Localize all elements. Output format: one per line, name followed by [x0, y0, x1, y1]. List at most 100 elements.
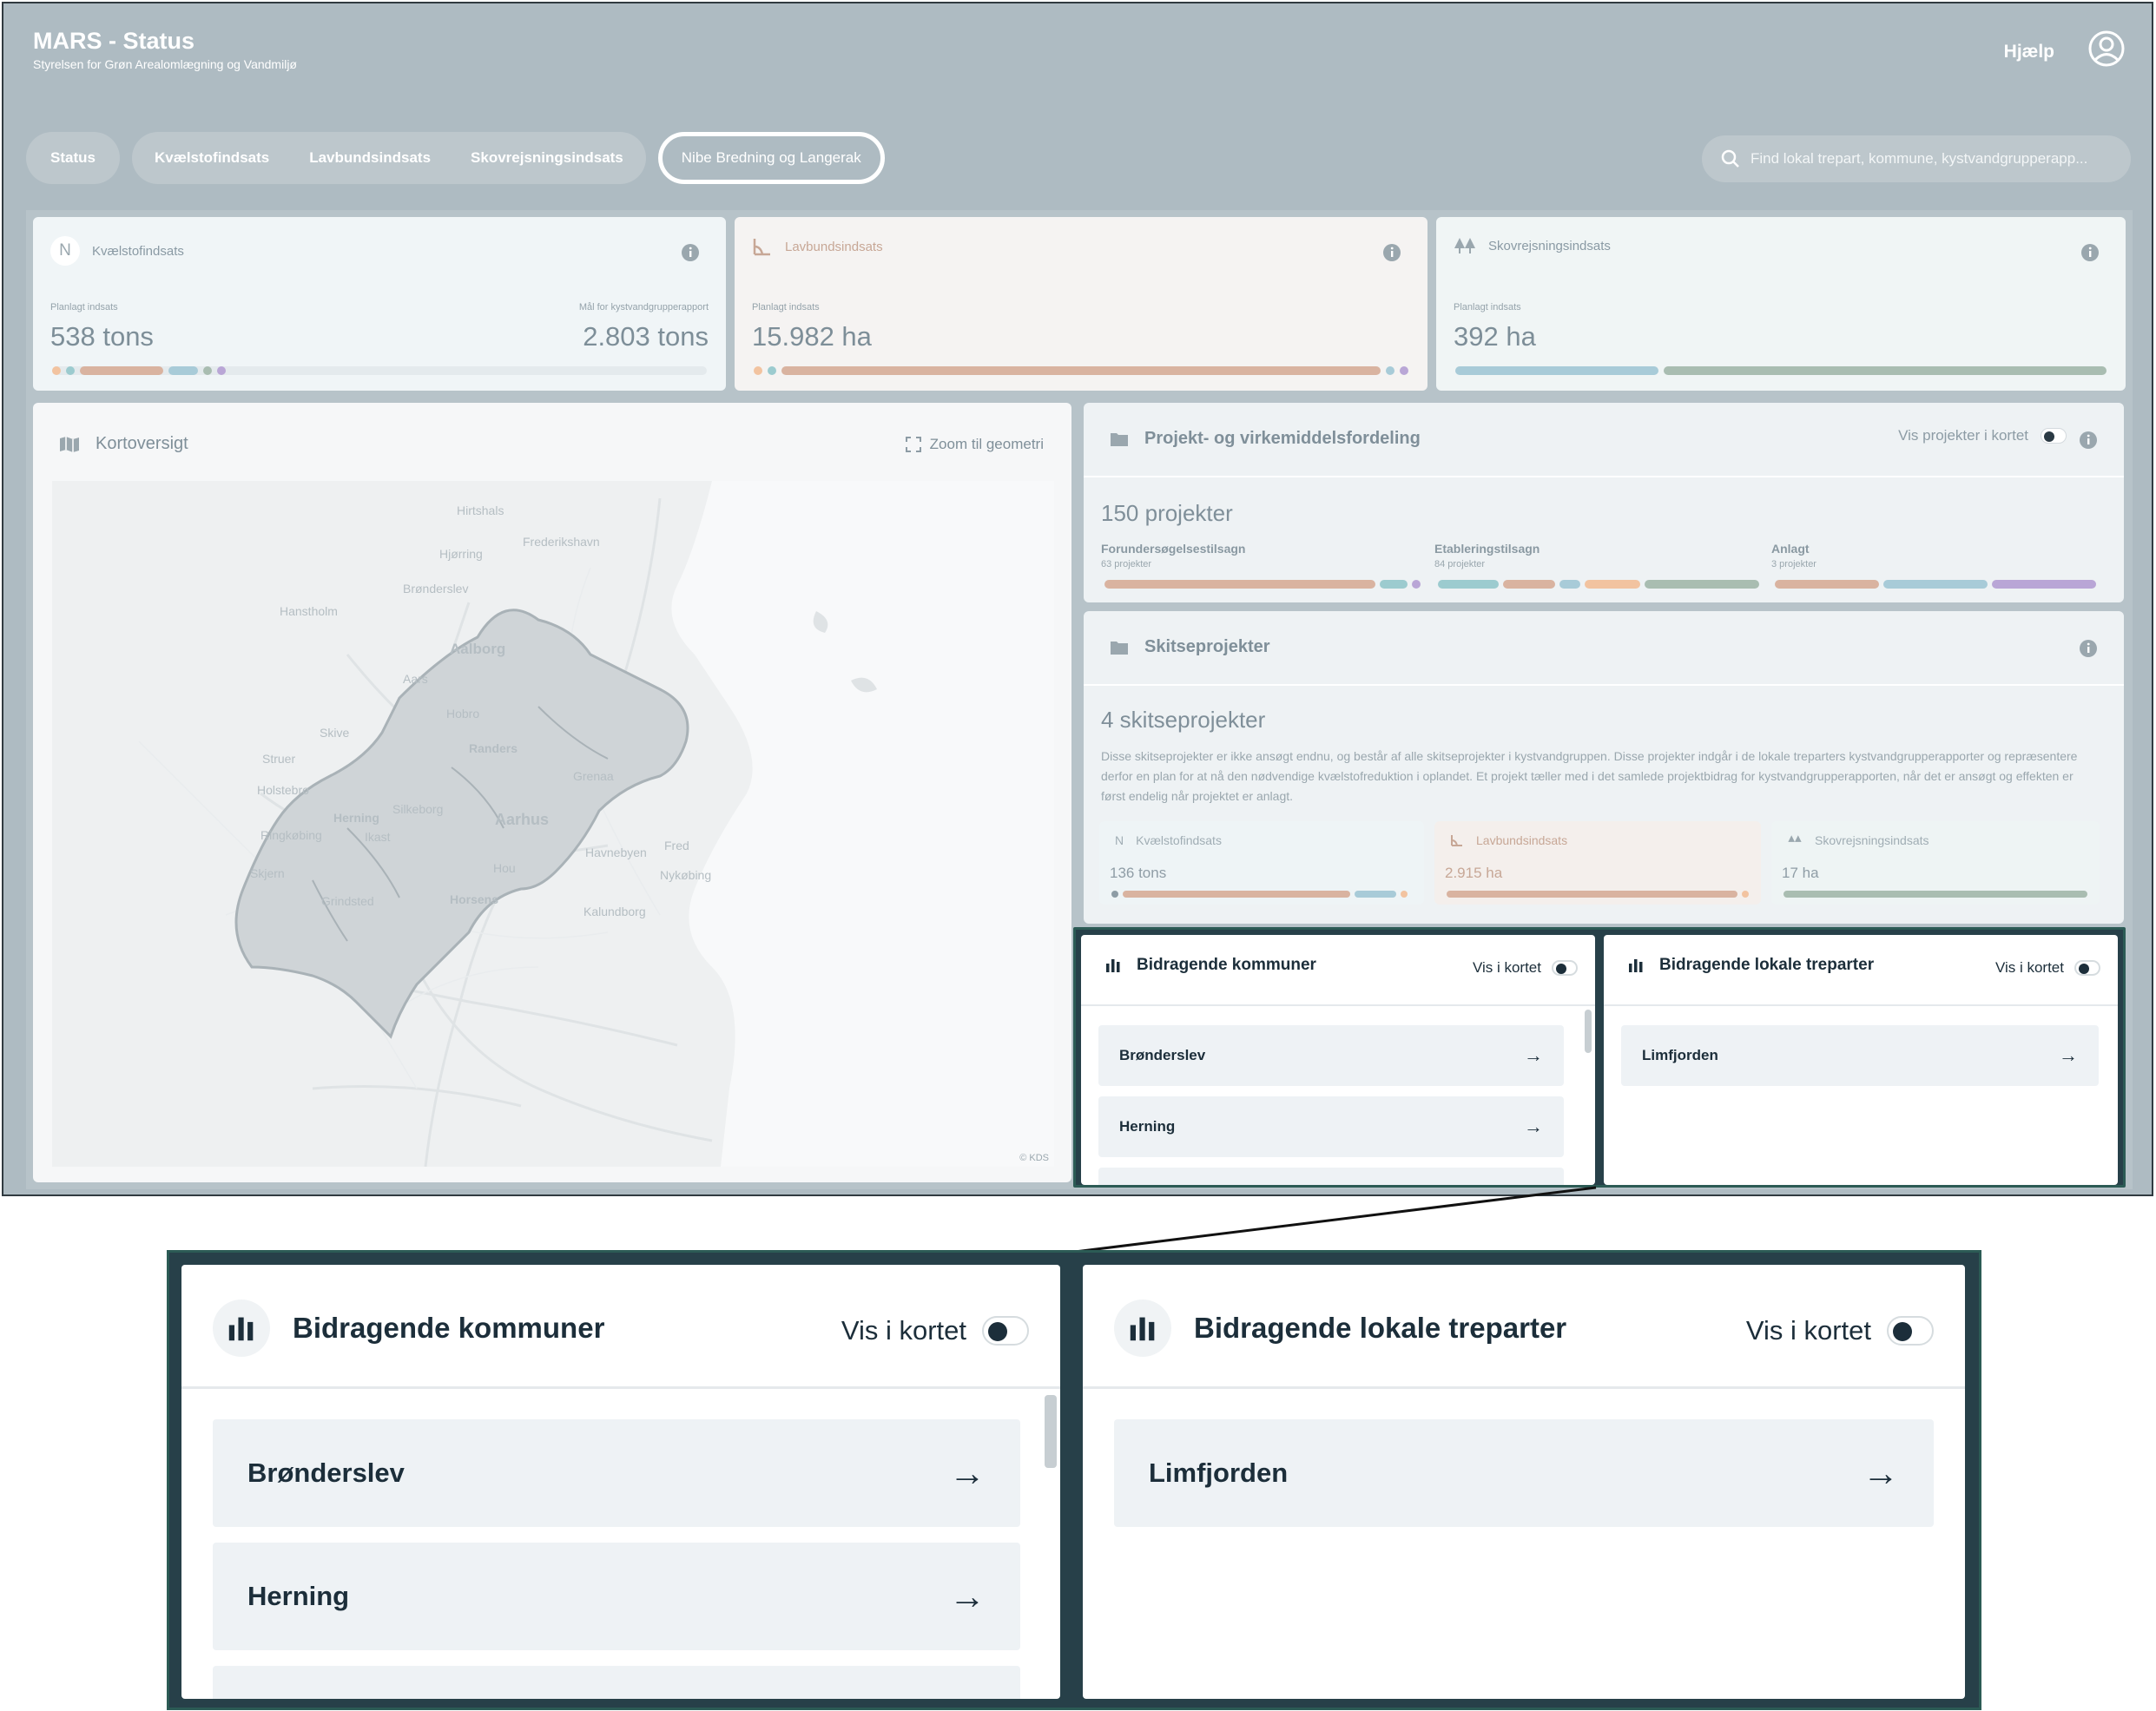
- toggle-switch[interactable]: [1552, 960, 1578, 976]
- map-label: Hirtshals: [457, 503, 504, 517]
- map-roads: [138, 481, 1054, 1167]
- help-link[interactable]: Hjælp: [2003, 42, 2054, 62]
- mini-value: 2.915 ha: [1445, 865, 1503, 881]
- status-bar: [1438, 580, 1759, 589]
- folder-icon: [1111, 641, 1128, 655]
- toggle-switch[interactable]: [2074, 960, 2100, 976]
- folder-icon: [1111, 432, 1128, 446]
- user-circle-icon[interactable]: [2087, 30, 2126, 68]
- list-item-label: Herning: [1119, 1118, 1176, 1135]
- info-icon[interactable]: [2080, 243, 2100, 262]
- mini-bar: [1447, 891, 1749, 898]
- bar-segment: [80, 366, 163, 375]
- map-label: Skive: [320, 726, 350, 740]
- mini-title: Skovrejsningsindsats: [1815, 833, 1929, 847]
- bar-chart-icon: [1629, 959, 1643, 972]
- bar-dot: [1412, 580, 1421, 589]
- column-sub: 3 projekter: [1771, 559, 1816, 569]
- tab-kvaelstof[interactable]: Kvælstofindsats: [154, 149, 270, 166]
- bar-dot: [754, 366, 762, 375]
- arrow-right-icon: →: [2059, 1044, 2078, 1066]
- panel-header: Bidragende lokale treparter: [1114, 1300, 1566, 1357]
- contributing-treparter-panel: Bidragende lokale treparter Vis i kortet…: [1604, 935, 2118, 1185]
- tab-label: Status: [50, 149, 96, 166]
- search-input[interactable]: [1751, 150, 2115, 168]
- mini-header: N Kvælstofindsats: [1115, 833, 1222, 847]
- panel-title: Bidragende lokale treparter: [1659, 956, 1875, 974]
- list-item-label: Brønderslev: [247, 1458, 405, 1488]
- search-icon: [1721, 149, 1739, 168]
- progress-bar: [754, 366, 1408, 375]
- card-title: Skovrejsningsindsats: [1488, 238, 1611, 253]
- map-header: Kortoversigt: [59, 434, 188, 454]
- bar-segment: [1783, 891, 2087, 898]
- sketch-projects-card: Skitseprojekter 4 skitseprojekter Disse …: [1084, 611, 2124, 924]
- map-label: Silkeborg: [392, 802, 444, 816]
- mini-title: Kvælstofindsats: [1136, 833, 1222, 847]
- toggle-switch[interactable]: [2041, 428, 2067, 444]
- tab-nibe-bredning[interactable]: Nibe Bredning og Langerak: [657, 132, 885, 184]
- panel-header: Bidragende lokale treparter: [1628, 956, 1874, 975]
- highlight-box: Bidragende kommuner Vis i kortet Brønder…: [1073, 927, 2126, 1188]
- bar-dot: [1400, 366, 1408, 375]
- tab-skovrejsning[interactable]: Skovrejsningsindsats: [471, 149, 623, 166]
- info-icon[interactable]: [681, 243, 700, 262]
- list-item[interactable]: Limfjorden →: [1621, 1025, 2099, 1086]
- scrollbar[interactable]: [1585, 1010, 1592, 1053]
- list-item[interactable]: Herning →: [213, 1543, 1020, 1650]
- column-label: Anlagt: [1771, 542, 1810, 556]
- bar-segment: [1503, 580, 1555, 589]
- bar-dot: [1111, 891, 1118, 898]
- toggle-switch[interactable]: [1887, 1316, 1934, 1346]
- card-title: Kvælstofindsats: [92, 243, 184, 259]
- show-on-map-toggle[interactable]: Vis i kortet: [1746, 1315, 1934, 1346]
- toggle-switch[interactable]: [982, 1316, 1029, 1346]
- map-label: Grindsted: [321, 894, 374, 908]
- search-bar: [1702, 135, 2131, 182]
- list-item[interactable]: Brønderslev →: [213, 1419, 1020, 1527]
- stat-card-kvaelstof: N Kvælstofindsats Planlagt indsats Mål f…: [33, 217, 726, 391]
- show-on-map-toggle[interactable]: Vis i kortet: [1473, 959, 1578, 977]
- list-item[interactable]: [213, 1666, 1020, 1699]
- stat-card-skov: Skovrejsningsindsats Planlagt indsats 39…: [1436, 217, 2126, 391]
- show-on-map-toggle[interactable]: Vis i kortet: [841, 1315, 1029, 1346]
- map-label: Havnebyen: [585, 846, 647, 859]
- list-item[interactable]: Limfjorden →: [1114, 1419, 1934, 1527]
- bar-segment: [1775, 580, 1879, 589]
- bar-segment: [168, 366, 198, 375]
- mini-bar: [1783, 891, 2087, 898]
- list-item[interactable]: Brønderslev →: [1098, 1025, 1564, 1086]
- map-label: Nykøbing: [660, 868, 712, 882]
- list-item[interactable]: [1098, 1168, 1564, 1185]
- map-label: Hou: [493, 861, 516, 875]
- sketch-description: Disse skitseprojekter er ikke ansøgt end…: [1101, 749, 2078, 803]
- map-canvas[interactable]: Hirtshals Frederikshavn Hjørring Brønder…: [52, 481, 1054, 1167]
- info-icon[interactable]: [1382, 243, 1401, 262]
- mini-header: Skovrejsningsindsats: [1787, 833, 1929, 847]
- divider: [1083, 1386, 1965, 1389]
- list-item[interactable]: Herning →: [1098, 1096, 1564, 1157]
- bar-dot: [217, 366, 226, 375]
- projects-count: 150 projekter: [1101, 500, 1233, 526]
- zoom-to-geometry-button[interactable]: Zoom til geometri: [905, 436, 1044, 453]
- info-icon[interactable]: [2079, 639, 2098, 658]
- panel-title: Bidragende lokale treparter: [1194, 1312, 1567, 1344]
- column-sub: 84 projekter: [1434, 559, 1486, 569]
- show-on-map-toggle[interactable]: Vis i kortet: [1995, 959, 2100, 977]
- card-header: N Kvælstofindsats: [50, 236, 184, 266]
- map-label: Fred: [664, 839, 689, 852]
- map-label: Hanstholm: [280, 604, 338, 618]
- main-nav: Status Kvælstofindsats Lavbundsindsats S…: [26, 132, 885, 184]
- bar-segment: [1664, 366, 2107, 375]
- show-projects-toggle[interactable]: Vis projekter i kortet: [1898, 427, 2067, 444]
- tab-status[interactable]: Status: [26, 132, 120, 184]
- bar-segment: [1104, 580, 1375, 589]
- map-label: Frederikshavn: [523, 535, 600, 549]
- map-label: Aalborg: [450, 641, 506, 657]
- bar-chart-icon: [1114, 1300, 1171, 1357]
- info-icon[interactable]: [2079, 431, 2098, 450]
- column-sub: 63 projekter: [1101, 559, 1152, 569]
- arrow-right-icon: →: [949, 1576, 986, 1616]
- tab-lavbund[interactable]: Lavbundsindsats: [309, 149, 432, 166]
- scrollbar[interactable]: [1045, 1395, 1057, 1468]
